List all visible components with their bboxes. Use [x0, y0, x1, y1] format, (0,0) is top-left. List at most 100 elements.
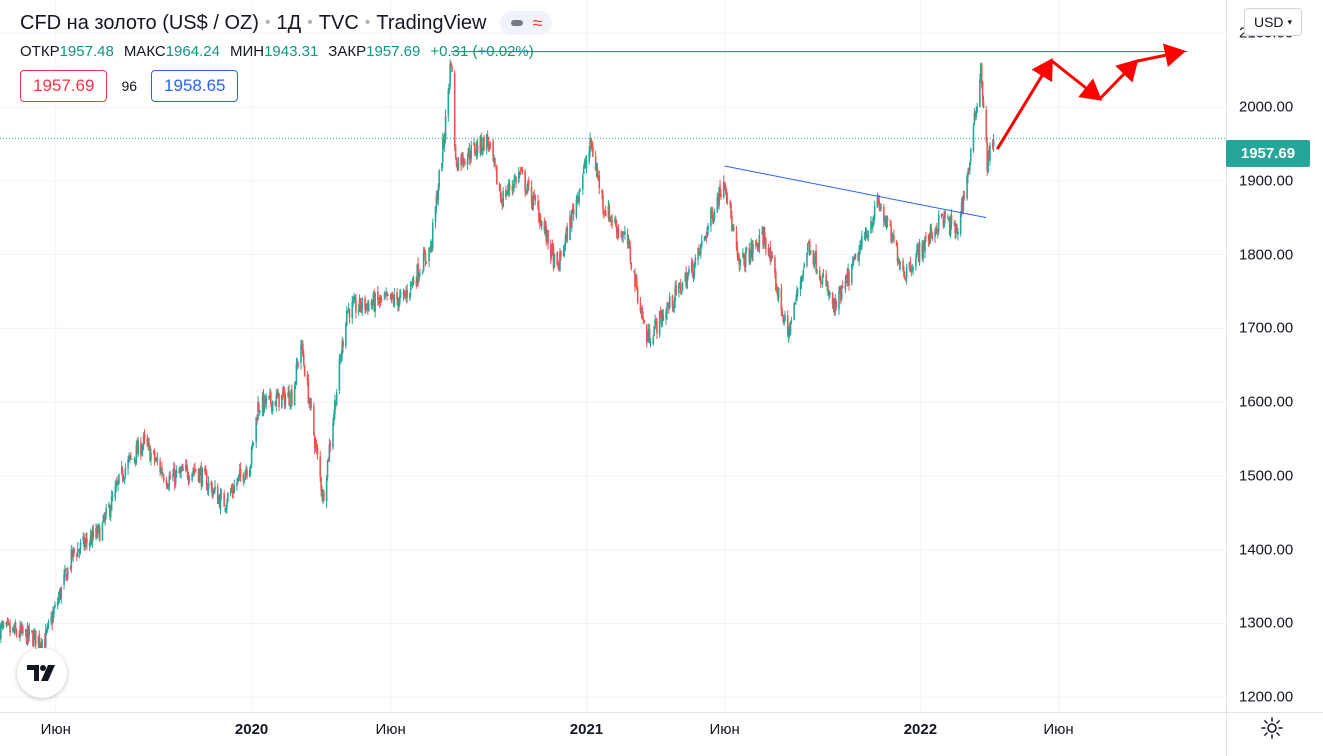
- candle-body: [455, 157, 458, 167]
- candle-body: [936, 228, 938, 230]
- candle-body: [306, 375, 309, 381]
- candle-body: [450, 62, 452, 66]
- candle-body: [902, 260, 904, 271]
- x-tick-label: Июн: [709, 721, 740, 738]
- candle-body: [815, 250, 817, 272]
- candle-body: [225, 506, 227, 510]
- candle-body: [672, 306, 675, 308]
- candle-body: [557, 263, 559, 265]
- candle-body: [256, 419, 258, 421]
- candle-body: [206, 487, 209, 491]
- candle-body: [789, 323, 792, 336]
- candle-body: [348, 308, 351, 318]
- candle-body: [480, 137, 483, 152]
- candle-body: [879, 205, 881, 210]
- candle-body: [872, 217, 875, 224]
- candle-body: [393, 293, 396, 305]
- candle-body: [194, 469, 196, 471]
- candle-body: [969, 149, 972, 162]
- candle-body: [193, 470, 195, 472]
- candle-body: [53, 609, 55, 615]
- candle-body: [903, 271, 905, 277]
- candle-body: [646, 337, 649, 342]
- candle-body: [723, 181, 726, 185]
- candle-body: [443, 138, 446, 146]
- candle-body: [562, 250, 565, 257]
- candle-body: [227, 493, 229, 502]
- interval-label[interactable]: 1Д: [276, 11, 302, 34]
- candle-body: [614, 220, 617, 227]
- candle-body: [594, 156, 597, 171]
- candle-body: [431, 242, 433, 246]
- chart-plot-area[interactable]: [0, 0, 1226, 712]
- forecast-arrow: [1050, 59, 1103, 101]
- candle-body: [237, 474, 240, 478]
- candle-body: [857, 252, 859, 262]
- candle-body: [403, 292, 406, 294]
- candle-body: [25, 630, 28, 644]
- candle-body: [392, 298, 395, 304]
- candle-body: [948, 218, 951, 235]
- price-chart[interactable]: [0, 0, 1226, 712]
- buy-price-button[interactable]: 1958.65: [151, 70, 239, 102]
- sell-price-button[interactable]: 1957.69: [20, 70, 108, 102]
- gear-icon[interactable]: [1260, 716, 1284, 740]
- candle-body: [697, 248, 699, 260]
- candle-body: [44, 630, 47, 646]
- candle-body: [794, 302, 796, 305]
- candle-body: [242, 474, 245, 482]
- candle-body: [57, 597, 60, 603]
- candle-body: [391, 295, 394, 298]
- minus-icon[interactable]: [511, 20, 524, 26]
- candle-body: [239, 468, 242, 476]
- candle-body: [436, 195, 439, 202]
- candle-body: [584, 162, 587, 166]
- candle-body: [326, 460, 329, 478]
- candle-body: [38, 634, 41, 646]
- candle-body: [421, 271, 424, 274]
- candle-body: [537, 200, 539, 207]
- candle-body: [289, 405, 291, 407]
- candle-body: [744, 251, 747, 267]
- price-axis[interactable]: 2100.002000.001900.001800.001700.001600.…: [1226, 0, 1323, 712]
- wave-icon[interactable]: ≈: [532, 13, 543, 33]
- candle-body: [9, 625, 11, 633]
- time-axis[interactable]: Июн 2020 Июн 2021 Июн 2022 Июн: [0, 712, 1226, 756]
- candle-body: [935, 227, 937, 234]
- candle-body: [444, 115, 447, 140]
- candle-body: [367, 302, 369, 312]
- candle-body: [577, 197, 580, 202]
- candle-body: [338, 358, 341, 391]
- y-tick-label: 1400.00: [1239, 541, 1294, 559]
- candle-body: [335, 392, 338, 406]
- candle-body: [528, 180, 530, 185]
- chart-style-toggle[interactable]: ≈: [500, 11, 553, 35]
- candle-body: [166, 484, 169, 488]
- candle-body: [640, 309, 643, 313]
- symbol-name[interactable]: CFD на золото (US$ / OZ): [20, 11, 259, 34]
- currency-selector[interactable]: USD ▾: [1244, 8, 1302, 36]
- candle-body: [844, 281, 847, 291]
- candle-body: [402, 291, 405, 296]
- candle-body: [448, 83, 451, 92]
- candle-body: [453, 72, 456, 147]
- candle-body: [97, 525, 99, 535]
- candle-body: [626, 233, 629, 245]
- candle-body: [213, 489, 215, 494]
- candle-body: [899, 262, 902, 265]
- candle-body: [668, 296, 671, 309]
- candle-body: [474, 144, 476, 153]
- candle-body: [261, 395, 264, 413]
- candle-body: [546, 229, 548, 240]
- x-tick-label: Июн: [40, 721, 71, 738]
- candle-body: [904, 275, 906, 279]
- tradingview-logo-icon[interactable]: [17, 648, 67, 698]
- candle-body: [249, 465, 252, 469]
- candle-body: [681, 282, 684, 291]
- candle-body: [379, 295, 382, 301]
- candle-body: [329, 443, 332, 446]
- candle-body: [411, 279, 414, 286]
- candle-body: [72, 547, 74, 557]
- candle-body: [301, 342, 303, 347]
- candle-body: [271, 401, 274, 412]
